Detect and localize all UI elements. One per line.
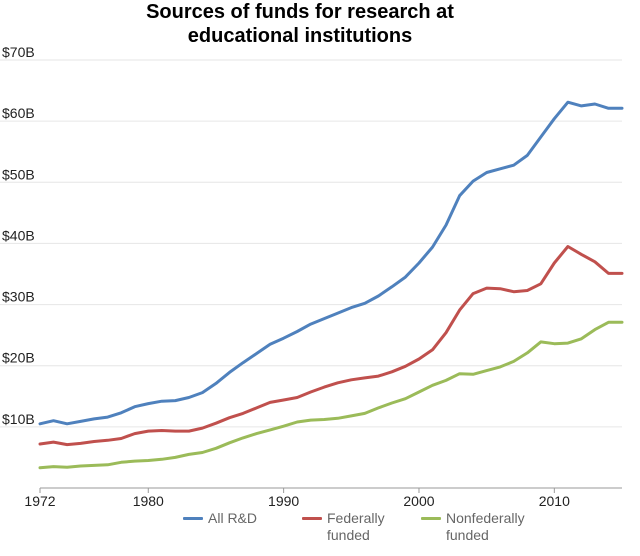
legend-label-nonfederally-funded: Nonfederally funded bbox=[446, 510, 556, 544]
y-tick-label: $10B bbox=[2, 411, 35, 427]
legend-label-nonfederally-funded-line-1: Nonfederally bbox=[446, 510, 525, 526]
series-line-nonfederally-funded[interactable] bbox=[40, 322, 622, 468]
legend-label-federally-funded: Federally funded bbox=[327, 510, 407, 544]
legend-label-federally-funded-line-1: Federally bbox=[327, 510, 385, 526]
series-lines bbox=[40, 102, 622, 468]
y-tick-label: $60B bbox=[2, 105, 35, 121]
series-line-all-r-d[interactable] bbox=[40, 102, 622, 424]
legend-label-all-rd: All R&D bbox=[208, 510, 288, 527]
x-tick-label: 2010 bbox=[539, 493, 570, 509]
x-axis-ticks: 1972 1980 1990 2000 2010 bbox=[24, 488, 570, 509]
x-tick-label: 1980 bbox=[133, 493, 164, 509]
gridlines bbox=[0, 60, 622, 427]
y-tick-label: $20B bbox=[2, 350, 35, 366]
legend-label-federally-funded-line-2: funded bbox=[327, 527, 370, 543]
y-tick-label: $30B bbox=[2, 289, 35, 305]
y-tick-label: $50B bbox=[2, 166, 35, 182]
legend-label-nonfederally-funded-line-2: funded bbox=[446, 527, 489, 543]
y-tick-label: $70B bbox=[2, 44, 35, 60]
x-tick-label: 1990 bbox=[268, 493, 299, 509]
legend-item-nonfederally-funded[interactable]: Nonfederally funded bbox=[421, 510, 556, 544]
legend-swatch-federally-funded bbox=[302, 517, 322, 520]
legend-item-federally-funded[interactable]: Federally funded bbox=[302, 510, 407, 544]
legend-item-all-rd[interactable]: All R&D bbox=[183, 510, 288, 544]
legend-swatch-all-rd bbox=[183, 517, 203, 520]
legend-swatch-nonfederally-funded bbox=[421, 517, 441, 520]
x-tick-label: 1972 bbox=[24, 493, 55, 509]
y-tick-label: $40B bbox=[2, 227, 35, 243]
legend: All R&D Federally funded Nonfederally fu… bbox=[183, 510, 556, 544]
y-axis-ticks: $10B $20B $30B $40B $50B $60B $70B bbox=[2, 44, 35, 427]
x-tick-label: 2000 bbox=[403, 493, 434, 509]
